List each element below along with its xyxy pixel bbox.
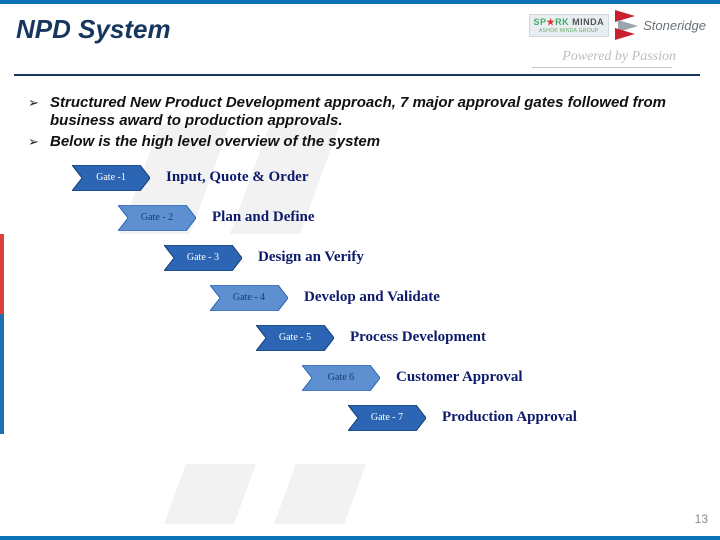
gate-row: Gate -1 Input, Quote & Order	[72, 165, 309, 191]
gate-label: Gate 6	[328, 372, 354, 383]
tagline-area: Powered by Passion	[16, 47, 700, 68]
title-underline	[14, 74, 700, 76]
gate-arrow: Gate - 4	[210, 285, 288, 311]
gate-arrow: Gate - 2	[118, 205, 196, 231]
logo-stoneridge: Stoneridge	[615, 10, 706, 40]
phase-label: Input, Quote & Order	[166, 169, 309, 186]
phase-label: Production Approval	[442, 409, 577, 426]
logo-sparkminda-text: MINDA	[572, 17, 604, 27]
gate-arrow: Gate 6	[302, 365, 380, 391]
gate-arrow: Gate - 5	[256, 325, 334, 351]
gate-label: Gate - 7	[371, 412, 403, 423]
gate-row: Gate - 2 Plan and Define	[118, 205, 315, 231]
side-accent-blue	[0, 314, 4, 434]
gate-diagram: Gate -1 Input, Quote & Order Gate - 2 Plan …	[72, 165, 720, 475]
gate-row: Gate - 3 Design an Verify	[164, 245, 364, 271]
phase-label: Develop and Validate	[304, 289, 440, 306]
side-accent-red	[0, 234, 4, 314]
gate-label: Gate -1	[96, 172, 126, 183]
gate-row: Gate - 4 Develop and Validate	[210, 285, 440, 311]
phase-label: Process Development	[350, 329, 486, 346]
bullet-text: Below is the high level overview of the …	[50, 133, 380, 151]
phase-label: Design an Verify	[258, 249, 364, 266]
list-item: ➢ Structured New Product Development app…	[28, 94, 692, 131]
bullet-text: Structured New Product Development appro…	[50, 94, 692, 131]
gate-arrow: Gate - 7	[348, 405, 426, 431]
list-item: ➢ Below is the high level overview of th…	[28, 133, 692, 151]
gate-label: Gate - 3	[187, 252, 219, 263]
logo-sparkminda-sub: ASHOK MINDA GROUP	[539, 28, 599, 34]
tagline: Powered by Passion	[562, 49, 676, 64]
gate-row: Gate - 7 Production Approval	[348, 405, 577, 431]
bullet-chevron-icon: ➢	[28, 133, 42, 151]
phase-label: Customer Approval	[396, 369, 523, 386]
logo-group: SP★RK MINDA ASHOK MINDA GROUP Stoneridge	[529, 10, 707, 40]
gate-label: Gate - 4	[233, 292, 265, 303]
gate-row: Gate 6 Customer Approval	[302, 365, 523, 391]
phase-label: Plan and Define	[212, 209, 315, 226]
gate-row: Gate - 5 Process Development	[256, 325, 486, 351]
gate-label: Gate - 5	[279, 332, 311, 343]
page-number: 13	[695, 512, 708, 526]
logo-sparkminda: SP★RK MINDA ASHOK MINDA GROUP	[529, 14, 610, 37]
header: NPD System SP★RK MINDA ASHOK MINDA GROUP…	[0, 4, 720, 72]
logo-stoneridge-text: Stoneridge	[643, 18, 706, 33]
bullet-chevron-icon: ➢	[28, 94, 42, 112]
gate-arrow: Gate - 3	[164, 245, 242, 271]
gate-label: Gate - 2	[141, 212, 173, 223]
bullet-list: ➢ Structured New Product Development app…	[28, 94, 692, 151]
gate-arrow: Gate -1	[72, 165, 150, 191]
